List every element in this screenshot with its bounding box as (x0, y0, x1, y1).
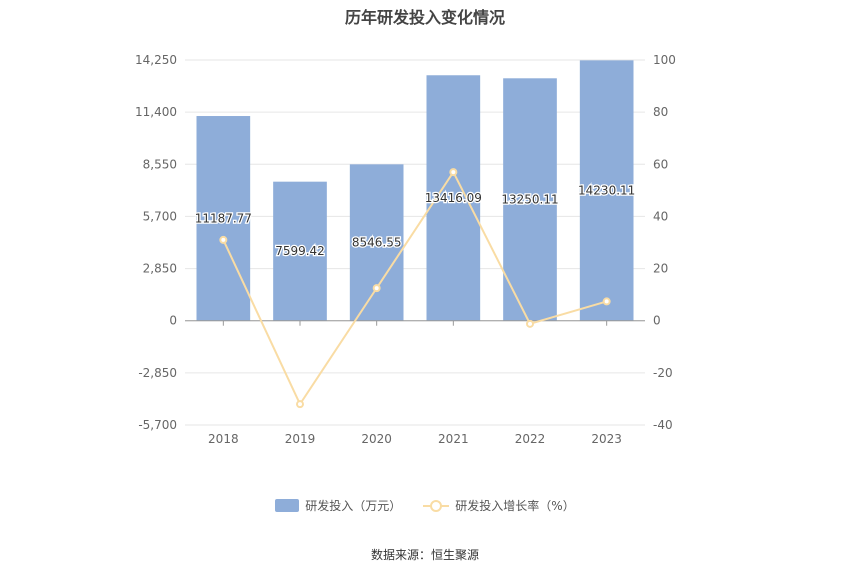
bar-value-label: 14230.11 (578, 184, 635, 198)
bar (503, 78, 557, 321)
growth-point (449, 168, 458, 177)
y-left-tick-label: -5,700 (138, 418, 177, 432)
bar-value-label: 7599.42 (275, 244, 325, 258)
growth-point (372, 284, 381, 293)
growth-line (222, 170, 607, 407)
chart-title: 历年研发投入变化情况 (344, 8, 505, 27)
y-left-tick-label: -2,850 (138, 366, 177, 380)
bar-value-label: 13250.11 (501, 193, 558, 207)
growth-point (526, 319, 534, 328)
growth-point (219, 235, 228, 244)
x-tick-label: 2020 (361, 432, 392, 446)
y-right-tick-label: 100 (653, 53, 676, 67)
y-left-tick-label: 8,550 (143, 157, 177, 171)
y-right-tick-label: 60 (653, 157, 668, 171)
y-left-tick-label: 5,700 (143, 209, 177, 223)
y-right-tick-label: -20 (653, 366, 673, 380)
chart-svg: -5,700 -2,850 0 2,850 5,700 8,550 11,400 14,250… (135, 53, 676, 446)
bar-value-label: 13416.09 (425, 191, 482, 205)
y-right-tick-label: 20 (653, 262, 668, 276)
y-left-tick-label: 11,400 (135, 105, 177, 119)
y-left-tick-label: 14,250 (135, 53, 177, 67)
bar (273, 181, 327, 321)
growth-point (296, 400, 304, 409)
legend-item-line[interactable]: 研发投入增长率（%） (423, 497, 575, 514)
x-tick-label: 2019 (285, 432, 316, 446)
legend-bar-swatch (275, 499, 300, 512)
y-left-tick-label: 2,850 (143, 262, 177, 276)
bar-value-label: 11187.77 (195, 211, 252, 225)
y-left-tick-label: 0 (169, 314, 177, 328)
legend: 研发投入（万元） 研发投入增长率（%） (0, 497, 850, 514)
bar (579, 60, 634, 321)
legend-item-bar[interactable]: 研发投入（万元） (275, 497, 401, 514)
x-tick-label: 2018 (208, 432, 239, 446)
y-right-tick-label: -40 (653, 418, 673, 432)
x-tick-label: 2022 (515, 432, 546, 446)
source-note: 数据来源：恒生聚源 (370, 548, 479, 562)
y-right-tick-label: 40 (653, 209, 668, 223)
bar-value-label: 8546.55 (352, 236, 402, 250)
y-right-tick-label: 80 (653, 105, 668, 119)
x-tick-label: 2023 (591, 432, 622, 446)
bar (196, 116, 251, 321)
legend-bar-label: 研发投入（万元） (305, 499, 402, 513)
legend-line-label: 研发投入增长率（%） (455, 499, 575, 513)
y-right-tick-label: 0 (653, 314, 661, 328)
x-tick-label: 2021 (438, 432, 469, 446)
bar (349, 164, 404, 321)
legend-line-swatch (423, 499, 450, 512)
growth-point (602, 297, 611, 306)
